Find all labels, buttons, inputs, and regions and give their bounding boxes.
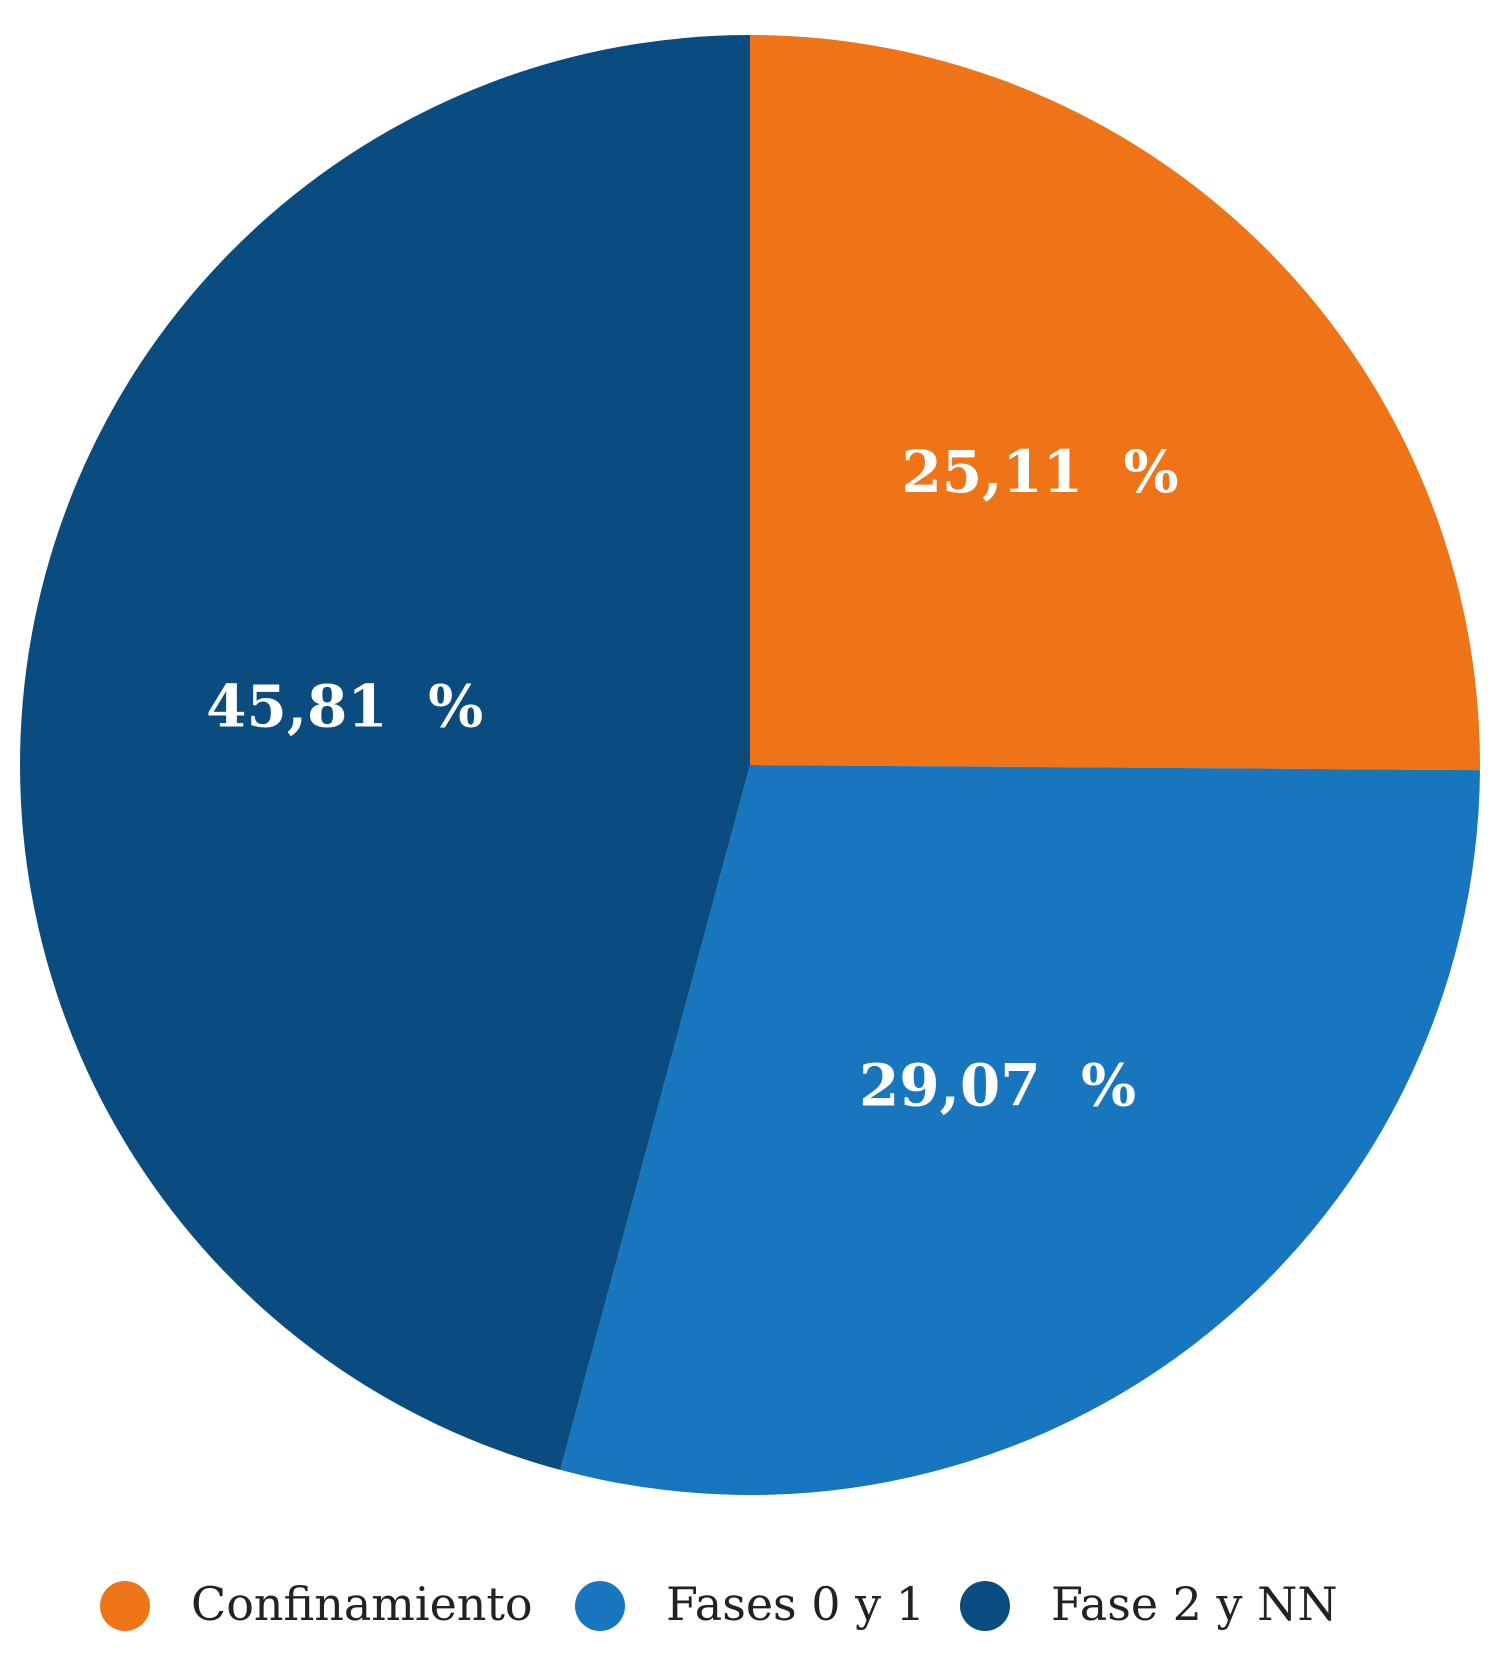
- legend-label: Confinamiento: [191, 1577, 533, 1631]
- data-label: 25,11 %: [902, 438, 1179, 506]
- pie-slice: [20, 35, 750, 1470]
- legend-swatch: [575, 1581, 625, 1631]
- legend-swatch: [100, 1581, 150, 1631]
- legend-label: Fase 2 y NN: [1051, 1577, 1338, 1631]
- pie-slice: [750, 35, 1481, 771]
- data-label: 29,07 %: [859, 1051, 1136, 1119]
- pie-slice: [560, 765, 1480, 1495]
- legend-swatch: [960, 1581, 1010, 1631]
- data-label: 45,81 %: [206, 672, 483, 740]
- legend-label: Fases 0 y 1: [666, 1577, 925, 1631]
